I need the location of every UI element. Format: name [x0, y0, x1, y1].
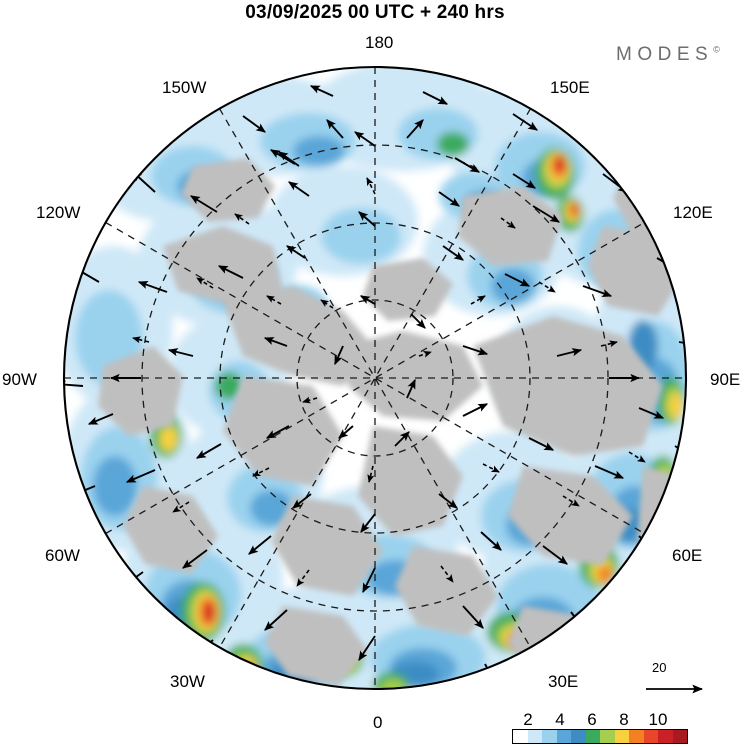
colorbar-swatch-2 — [542, 730, 557, 743]
colorbar-swatch-10 — [658, 730, 673, 743]
lon-label-60e: 60E — [672, 546, 703, 565]
lon-label-30e: 30E — [548, 672, 579, 691]
colorbar-tick-4: 4 — [555, 710, 565, 729]
polar-map — [43, 46, 707, 710]
lon-label-180: 180 — [365, 33, 394, 52]
colorbar-tick-2: 2 — [523, 710, 533, 729]
colorbar-swatch-6 — [600, 730, 615, 743]
lon-label-30w: 30W — [170, 672, 205, 691]
colorbar-tick-8: 8 — [619, 710, 629, 729]
modes-logo-text: MODES — [616, 44, 714, 65]
polar-map-svg — [62, 65, 688, 691]
lon-label-120e: 120E — [673, 203, 713, 222]
colorbar-swatch-11 — [672, 730, 687, 743]
colorbar-swatch-5 — [585, 730, 600, 743]
lon-label-0: 0 — [373, 713, 383, 732]
lon-label-150w: 150W — [162, 78, 207, 97]
lon-label-150e: 150E — [550, 78, 590, 97]
colorbar — [512, 729, 688, 744]
lon-label-90e: 90E — [710, 370, 741, 389]
copyright-icon: © — [713, 44, 720, 55]
lon-label-90w: 90W — [2, 370, 37, 389]
colorbar-swatch-9 — [643, 730, 658, 743]
colorbar-tick-6: 6 — [587, 710, 597, 729]
lon-label-120w: 120W — [36, 203, 81, 222]
colorbar-swatch-8 — [629, 730, 644, 743]
colorbar-swatch-7 — [614, 730, 629, 743]
vector-scale-arrow — [646, 684, 704, 694]
vector-scale-legend: 20 — [644, 660, 740, 700]
map-boundary — [62, 65, 688, 691]
lon-label-60w: 60W — [45, 546, 80, 565]
colorbar-tick-10: 10 — [648, 710, 668, 729]
colorbar-swatch-3 — [556, 730, 571, 743]
colorbar-swatch-0 — [513, 730, 528, 743]
colorbar-swatch-1 — [527, 730, 542, 743]
wind-vectors-weak — [132, 177, 646, 587]
colorbar-ticks: 2 4 6 8 10 — [512, 710, 688, 729]
modes-logo: MODES© — [616, 44, 720, 66]
vector-scale-value: 20 — [652, 660, 667, 675]
colorbar-swatch-4 — [571, 730, 586, 743]
map-data-layer — [64, 67, 686, 689]
page-title: 03/09/2025 00 UTC + 240 hrs — [245, 2, 505, 23]
